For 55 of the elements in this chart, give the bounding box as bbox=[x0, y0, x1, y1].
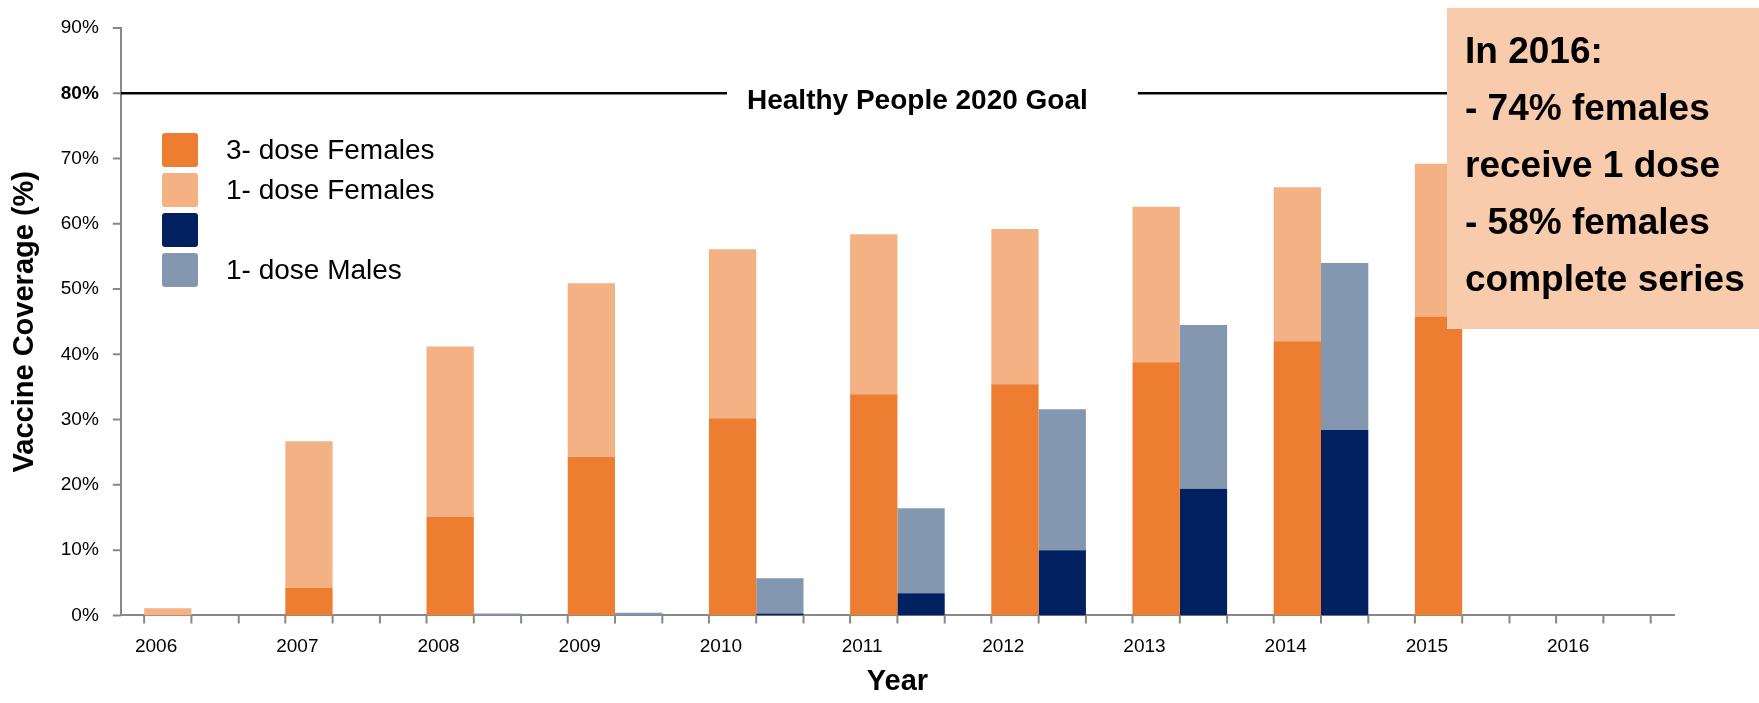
bar bbox=[991, 384, 1039, 616]
bar bbox=[1132, 362, 1180, 616]
y-tick-label: 70% bbox=[60, 146, 99, 168]
y-tick-label: 40% bbox=[60, 342, 99, 364]
bar bbox=[567, 283, 616, 457]
x-tick-label: 2014 bbox=[1264, 635, 1308, 657]
y-tick-label: 80% bbox=[60, 81, 99, 103]
x-tick-label: 2006 bbox=[134, 635, 178, 657]
annotation: In 2016: - 74% females receive 1 dose - 58% females complete series bbox=[1447, 8, 1759, 329]
bar bbox=[897, 508, 945, 594]
bar bbox=[567, 456, 616, 616]
bar bbox=[1179, 488, 1228, 616]
y-tick-label: 10% bbox=[60, 538, 99, 560]
x-tick-label: 2008 bbox=[417, 635, 460, 657]
bar bbox=[991, 229, 1039, 385]
bar bbox=[144, 608, 192, 616]
x-tick-label: 2016 bbox=[1546, 635, 1590, 657]
bar bbox=[1321, 430, 1369, 616]
legend-label: 3- dose Females bbox=[226, 134, 435, 166]
x-tick-label: 2013 bbox=[1123, 635, 1166, 657]
x-tick-label: 2011 bbox=[841, 635, 883, 657]
y-tick-label: 30% bbox=[60, 407, 99, 429]
bar bbox=[1038, 550, 1086, 616]
bar bbox=[897, 593, 945, 616]
bar bbox=[1038, 409, 1086, 551]
bar bbox=[426, 516, 474, 616]
y-tick-label: 50% bbox=[60, 277, 99, 299]
y-tick-label: 0% bbox=[71, 603, 99, 625]
bar bbox=[1273, 341, 1322, 616]
bar bbox=[850, 394, 898, 616]
bar bbox=[850, 234, 898, 395]
y-tick-label: 20% bbox=[60, 473, 99, 495]
bar bbox=[1179, 324, 1228, 489]
bar bbox=[285, 441, 333, 588]
x-tick-label: 2010 bbox=[699, 635, 743, 657]
x-tick-label: 2012 bbox=[982, 635, 1025, 657]
ref-line-label: Healthy People 2020 Goal bbox=[747, 83, 1088, 115]
y-tick-label: 90% bbox=[60, 16, 99, 38]
bar bbox=[1132, 206, 1180, 363]
legend-label: 1- dose Males bbox=[226, 254, 402, 286]
bar bbox=[1273, 187, 1322, 342]
bar bbox=[285, 587, 333, 616]
x-tick-label: 2015 bbox=[1405, 635, 1449, 657]
x-axis-title: Year bbox=[866, 663, 929, 696]
bar bbox=[708, 418, 757, 616]
x-tick-label: 2009 bbox=[558, 635, 601, 657]
y-axis-title: Vaccine Coverage (%) bbox=[7, 170, 40, 473]
bar bbox=[1321, 262, 1369, 431]
y-tick-label: 60% bbox=[60, 212, 99, 234]
legend-label: 1- dose Females bbox=[226, 174, 435, 206]
bar bbox=[426, 346, 474, 517]
bar bbox=[1414, 316, 1463, 616]
x-tick-label: 2007 bbox=[276, 635, 319, 657]
bar bbox=[756, 578, 804, 614]
bar bbox=[708, 249, 757, 419]
